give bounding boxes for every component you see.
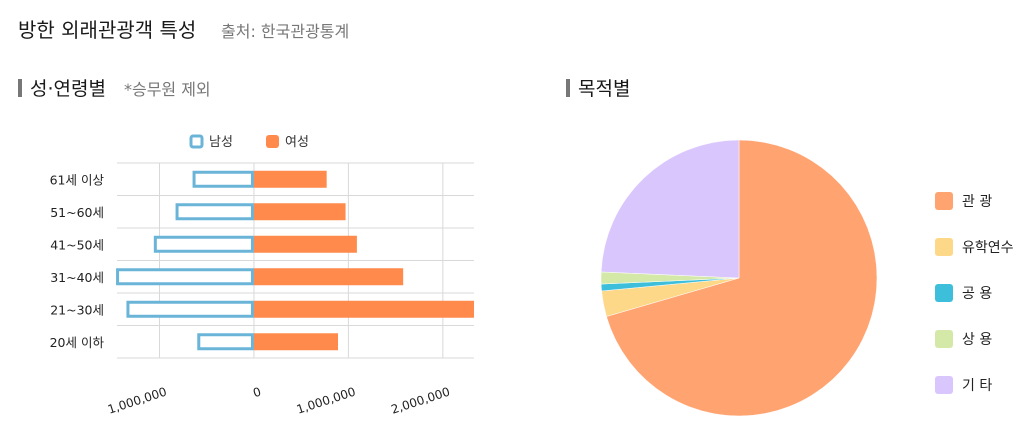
legend-label-male: 남성 bbox=[209, 135, 233, 150]
legend-swatch-study bbox=[935, 238, 953, 256]
category-label: 20세 이하 bbox=[50, 335, 105, 350]
section-marker bbox=[18, 78, 22, 97]
pie-legend: 관 광 유학연수 공 용 상 용 기 타 bbox=[935, 178, 1014, 408]
category-label: 51~60세 bbox=[50, 205, 104, 220]
legend-swatch-tourism bbox=[935, 192, 953, 210]
legend-swatch-business bbox=[935, 330, 953, 348]
legend-swatch-female bbox=[266, 135, 279, 148]
legend-label: 유학연수 bbox=[962, 240, 1014, 256]
legend-item: 공 용 bbox=[935, 270, 1014, 316]
bar-female bbox=[253, 268, 404, 286]
slice-other bbox=[600, 139, 740, 279]
bar-female bbox=[253, 333, 338, 351]
bar-male bbox=[116, 268, 254, 286]
bar-male bbox=[126, 300, 254, 318]
bar-female bbox=[253, 235, 357, 253]
category-label: 61세 이상 bbox=[50, 172, 105, 187]
legend-label: 관 광 bbox=[962, 194, 993, 210]
section-title-gender-age: 성·연령별 bbox=[30, 78, 106, 100]
legend-label: 공 용 bbox=[962, 286, 993, 302]
page-title: 방한 외래관광객 특성 bbox=[18, 18, 197, 42]
category-label: 21~30세 bbox=[50, 302, 104, 317]
category-label: 41~50세 bbox=[50, 237, 104, 252]
legend-label-female: 여성 bbox=[285, 135, 309, 150]
legend-item: 관 광 bbox=[935, 178, 1014, 224]
category-labels: 61세 이상 51~60세 41~50세 31~40세 21~30세 20세 이하 bbox=[50, 172, 105, 350]
bar-male bbox=[153, 235, 254, 253]
legend-swatch-other bbox=[935, 376, 953, 394]
section-header-purpose: 목적별 bbox=[566, 74, 630, 101]
bar-male bbox=[192, 170, 254, 188]
bar-male bbox=[197, 333, 254, 351]
legend-item: 유학연수 bbox=[935, 224, 1014, 270]
chart-grid bbox=[117, 162, 474, 359]
slice-tourism bbox=[606, 139, 878, 417]
section-note: *승무원 제외 bbox=[123, 79, 211, 99]
gender-age-bar-chart: 남성 여성 61세 이상 51~60세 41~50세 31~40세 21~30세 20세 … bbox=[50, 134, 474, 417]
chart-legend: 남성 여성 bbox=[189, 134, 309, 150]
legend-swatch-official bbox=[935, 284, 953, 302]
section-title-purpose: 목적별 bbox=[578, 78, 631, 100]
pie-slices bbox=[600, 139, 878, 417]
legend-item: 상 용 bbox=[935, 316, 1014, 362]
legend-swatch-male bbox=[189, 134, 204, 149]
category-label: 31~40세 bbox=[50, 270, 104, 285]
section-marker bbox=[566, 78, 570, 97]
page-source: 출처: 한국관광통계 bbox=[221, 22, 350, 41]
legend-label: 기 타 bbox=[962, 378, 993, 394]
bar-female bbox=[253, 170, 327, 188]
x-tick-label: 0 bbox=[251, 385, 263, 401]
legend-label: 상 용 bbox=[962, 332, 993, 348]
legend-item: 기 타 bbox=[935, 362, 1014, 408]
chart-bars bbox=[116, 170, 474, 351]
bar-female bbox=[253, 300, 474, 318]
section-header-gender-age: 성·연령별 *승무원 제외 bbox=[18, 74, 211, 101]
bar-female bbox=[253, 203, 346, 221]
bar-male bbox=[175, 203, 254, 221]
